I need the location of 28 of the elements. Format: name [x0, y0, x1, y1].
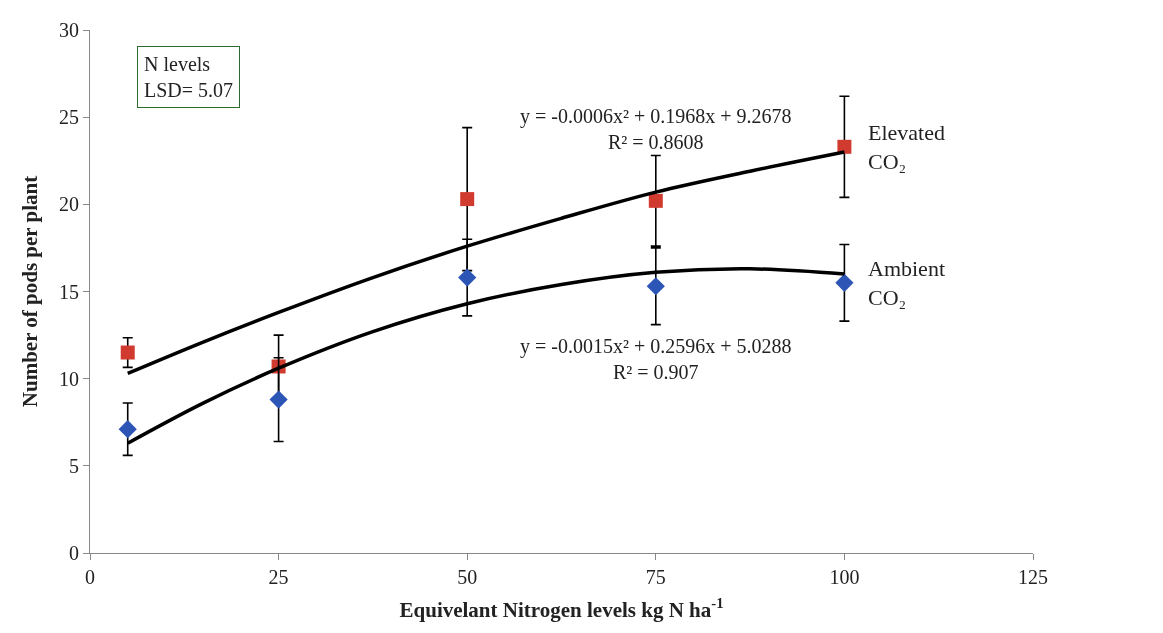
- point: [460, 192, 475, 207]
- y-tick-label: 30: [59, 19, 79, 41]
- point: [118, 420, 137, 439]
- x-tick-label: 75: [645, 566, 666, 588]
- y-tick-label: 20: [59, 193, 79, 216]
- y-axis-title: Number of pods per plant: [18, 175, 43, 408]
- y-tick-label: 15: [59, 280, 79, 303]
- point: [120, 345, 135, 360]
- x-tick-label: 0: [85, 566, 95, 588]
- annotation: N levels LSD= 5.07: [144, 53, 234, 101]
- x-tick-label: 125: [1018, 566, 1048, 588]
- x-tick-label: 100: [829, 566, 860, 588]
- x-tick-label: 25: [268, 566, 289, 588]
- y-tick-label: 0: [69, 542, 79, 564]
- x-axis-title: Equivelant Nitrogen levels kg N ha$^{-1}$: [399, 595, 724, 623]
- annotation: y = -0.0015x² + 0.2596x + 5.0288 R² = 0.907: [520, 335, 792, 383]
- point: [458, 268, 477, 287]
- point: [835, 273, 854, 292]
- series-label: Elevated CO₂: [868, 120, 945, 174]
- point: [269, 390, 288, 409]
- y-tick-label: 5: [69, 454, 79, 477]
- series-label: Ambient CO₂: [868, 256, 945, 310]
- point: [648, 193, 663, 208]
- x-tick-label: 50: [457, 566, 478, 588]
- y-tick-label: 10: [59, 367, 79, 390]
- y-tick-label: 25: [59, 106, 79, 129]
- annotation: y = -0.0006x² + 0.1968x + 9.2678 R² = 0.8608: [520, 105, 792, 153]
- point: [646, 277, 665, 296]
